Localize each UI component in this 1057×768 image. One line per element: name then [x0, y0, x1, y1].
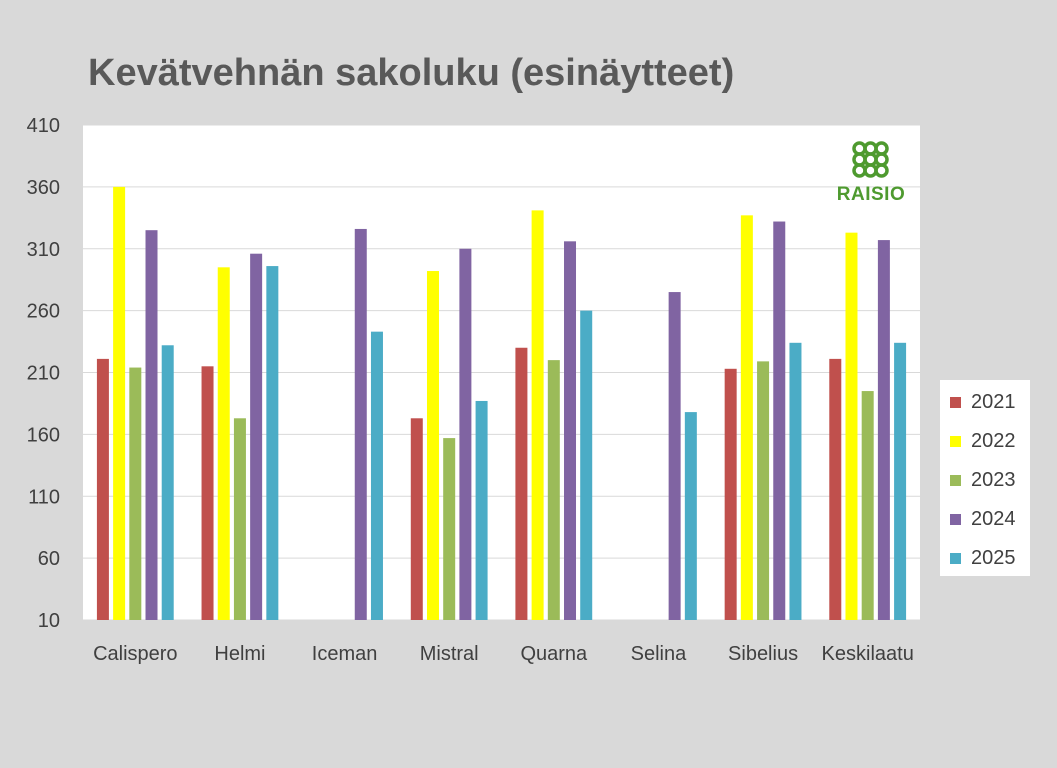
bar-2024-sibelius [773, 221, 786, 620]
bar-2024-quarna [564, 241, 577, 620]
bar-2021-keskilaatu [829, 358, 842, 620]
legend-item-2024: 2024 [950, 507, 1016, 531]
x-tick-label: Helmi [214, 643, 265, 665]
legend-label: 2022 [971, 429, 1016, 452]
bar-2021-mistral [410, 418, 423, 620]
bar-2021-calispero [96, 358, 109, 620]
legend-label: 2025 [971, 546, 1016, 569]
bar-2024-mistral [459, 248, 472, 620]
x-tick-label: Keskilaatu [822, 643, 914, 665]
bar-2023-calispero [129, 367, 142, 620]
chart-title: Kevätvehnän sakoluku (esinäytteet) [88, 52, 735, 94]
bar-2023-sibelius [757, 361, 770, 620]
bar-2022-helmi [217, 267, 230, 620]
raisio-logo: RAISIO [834, 140, 908, 210]
raisio-logo-mark-icon [852, 141, 889, 178]
legend-swatch [950, 552, 961, 564]
bar-2021-helmi [201, 366, 214, 620]
y-tick-label: 360 [27, 177, 60, 199]
x-tick-label: Mistral [420, 643, 479, 665]
legend-swatch [950, 513, 961, 525]
y-tick-label: 160 [27, 424, 60, 446]
y-tick-label: 210 [27, 363, 60, 385]
raisio-logo-text: RAISIO [836, 184, 906, 205]
x-tick-label: Sibelius [728, 643, 798, 665]
legend-label: 2021 [971, 390, 1016, 413]
bar-2021-quarna [515, 347, 528, 620]
legend: 2021 2022 2023 2024 2025 [940, 380, 1030, 576]
legend-item-2022: 2022 [950, 429, 1016, 453]
legend-label: 2023 [971, 468, 1016, 491]
x-axis-ticks: Calispero Helmi Iceman Mistral Quarna Selina S… [93, 643, 914, 665]
bar-2025-sibelius [789, 342, 802, 620]
legend-item-2025: 2025 [950, 546, 1016, 570]
bar-2025-helmi [266, 266, 279, 620]
bar-2025-mistral [475, 400, 488, 620]
bar-2024-keskilaatu [877, 240, 890, 620]
y-tick-label: 110 [28, 486, 60, 508]
legend-swatch [950, 396, 961, 408]
bar-2025-keskilaatu [894, 342, 907, 620]
bar-2025-iceman [370, 331, 383, 620]
y-tick-label: 10 [38, 610, 60, 632]
bar-2024-calispero [145, 230, 158, 620]
x-tick-label: Quarna [520, 643, 588, 665]
y-tick-label: 60 [38, 548, 60, 570]
legend-swatch [950, 474, 961, 486]
bar-2023-quarna [547, 360, 560, 620]
bar-2022-keskilaatu [845, 232, 858, 620]
bar-2022-calispero [113, 186, 126, 620]
legend-item-2023: 2023 [950, 468, 1016, 492]
bar-2023-keskilaatu [861, 391, 874, 620]
y-tick-label: 410 [27, 115, 60, 137]
bar-2022-quarna [531, 210, 544, 620]
legend-swatch [950, 435, 961, 447]
x-tick-label: Calispero [93, 643, 177, 665]
y-axis-ticks: 410 360 310 260 210 160 110 60 10 [27, 115, 60, 632]
bar-2025-calispero [161, 345, 174, 620]
bar-2025-quarna [580, 310, 593, 620]
y-tick-label: 310 [27, 239, 60, 261]
bar-2021-sibelius [724, 368, 737, 620]
x-tick-label: Iceman [312, 643, 378, 665]
x-tick-label: Selina [631, 643, 687, 665]
bar-2023-mistral [443, 438, 456, 620]
bars [96, 186, 907, 620]
bar-2023-helmi [233, 418, 246, 620]
bar-2024-iceman [354, 228, 367, 620]
bar-2024-selina [668, 292, 681, 620]
bar-2022-mistral [426, 271, 439, 620]
y-tick-label: 260 [27, 301, 60, 323]
bar-2025-selina [684, 412, 697, 620]
legend-label: 2024 [971, 507, 1016, 530]
bar-2024-helmi [250, 253, 263, 620]
bar-2022-sibelius [740, 215, 753, 620]
legend-item-2021: 2021 [950, 390, 1016, 414]
